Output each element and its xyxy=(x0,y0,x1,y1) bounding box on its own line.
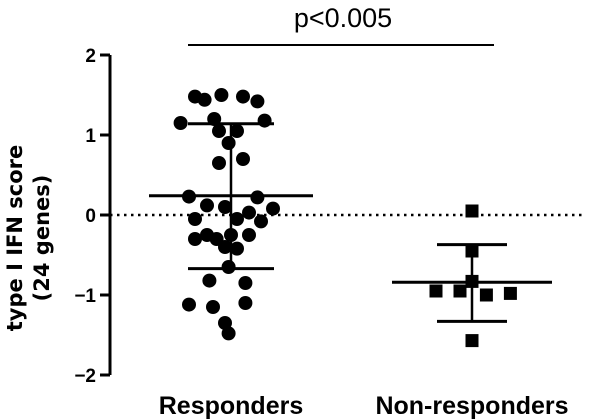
data-point xyxy=(202,273,217,288)
data-point xyxy=(224,228,238,242)
y-axis-label-line-2: (24 genes) xyxy=(30,175,54,302)
data-point xyxy=(230,212,244,226)
y-tick-label: 0 xyxy=(85,206,96,227)
data-point xyxy=(182,189,196,204)
data-point xyxy=(182,297,196,312)
data-point xyxy=(465,274,479,288)
data-point xyxy=(218,240,232,254)
series-non-responders xyxy=(392,204,552,348)
data-point xyxy=(214,88,229,102)
data-point xyxy=(479,288,493,302)
data-point xyxy=(254,214,268,229)
y-axis-label-line-1: type I IFN score xyxy=(3,145,27,331)
data-point xyxy=(236,89,250,104)
data-point xyxy=(453,284,467,298)
data-point xyxy=(236,152,250,166)
data-point xyxy=(221,136,236,150)
data-point xyxy=(188,232,202,246)
data-point xyxy=(207,112,222,126)
data-point xyxy=(250,190,265,205)
data-point xyxy=(257,113,272,128)
data-point xyxy=(465,204,479,218)
data-point xyxy=(188,212,202,226)
data-point xyxy=(230,124,244,138)
significance-label: p<0.005 xyxy=(294,3,392,33)
data-point xyxy=(221,326,236,341)
x-category-label: Responders xyxy=(159,392,303,420)
data-point xyxy=(465,244,479,258)
data-point xyxy=(221,260,236,274)
data-point xyxy=(206,300,220,314)
data-point xyxy=(200,198,214,213)
x-category-label: Non-responders xyxy=(375,392,568,420)
y-tick-label: −1 xyxy=(74,286,96,307)
data-point xyxy=(429,284,443,298)
data-point xyxy=(242,205,256,220)
data-point xyxy=(465,334,479,348)
data-point xyxy=(218,200,232,214)
y-tick-label: −2 xyxy=(74,366,96,387)
data-point xyxy=(242,228,256,242)
y-tick-label: 2 xyxy=(85,46,96,67)
data-point xyxy=(230,241,244,256)
data-point xyxy=(266,201,280,216)
data-point xyxy=(212,124,226,138)
y-axis-label: type I IFN score (24 genes) xyxy=(3,145,54,331)
data-point xyxy=(197,92,212,107)
data-point xyxy=(212,156,226,170)
data-point xyxy=(173,116,188,130)
y-tick-label: 1 xyxy=(85,126,96,147)
data-point xyxy=(503,286,517,300)
data-point xyxy=(238,276,253,290)
data-point xyxy=(238,296,253,310)
series-responders xyxy=(149,88,313,341)
data-point xyxy=(250,94,265,109)
